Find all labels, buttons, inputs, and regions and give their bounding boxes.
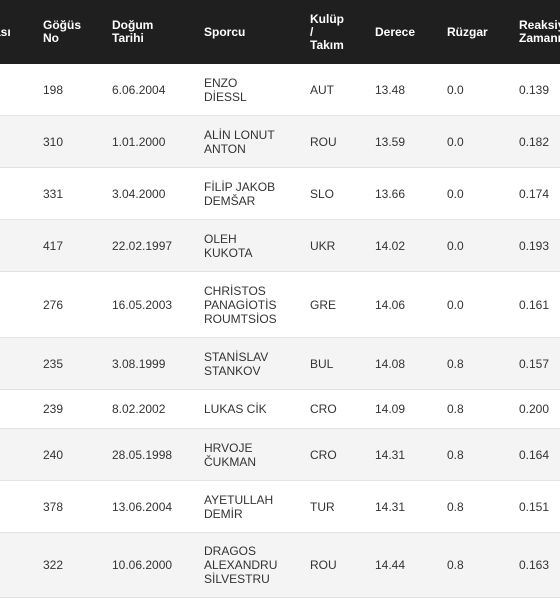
cell-mark: 14.31: [375, 499, 406, 514]
header-birth-date: Doğum Tarihi: [112, 18, 154, 45]
cell-reaction-time: 0.161: [519, 297, 550, 312]
cell-club: SLO: [310, 186, 335, 201]
cell-birth-date: 13.06.2004: [112, 499, 173, 514]
cell-bib: 322: [43, 558, 64, 572]
cell-wind: 0.8: [447, 558, 464, 572]
cell-athlete: ENZO DİESSL: [204, 75, 247, 104]
cell-birth-date: 3.04.2000: [112, 186, 166, 201]
cell-club: GRE: [310, 297, 337, 312]
header-wind: Rüzgar: [447, 24, 488, 39]
cell-reaction-time: 0.182: [519, 134, 550, 149]
cell-birth-date: 3.08.1999: [112, 356, 166, 371]
cell-birth-date: 6.06.2004: [112, 82, 166, 97]
header-reaction-time: Reaksiy Zamanı: [519, 18, 560, 45]
cell-bib: 331: [43, 186, 64, 201]
cell-birth-date: 8.02.2002: [112, 402, 166, 416]
cell-wind: 0.0: [447, 238, 464, 253]
cell-birth-date: 22.02.1997: [112, 238, 173, 253]
table-row: 331 3.04.2000 FİLİP JAKOB DEMŠAR SLO 13.…: [0, 168, 560, 220]
cell-bib: 235: [43, 356, 64, 371]
cell-birth-date: 1.01.2000: [112, 134, 166, 149]
cell-birth-date: 28.05.1998: [112, 447, 173, 462]
cell-wind: 0.8: [447, 447, 464, 462]
cell-bib: 276: [43, 297, 64, 312]
cell-athlete: HRVOJE ČUKMAN: [204, 440, 257, 469]
table-header: ası Göğüs No Doğum Tarihi Sporcu Kulüp /…: [0, 0, 560, 64]
cell-bib: 240: [43, 447, 64, 462]
table-row: 235 3.08.1999 STANİSLAV STANKOV BUL 14.0…: [0, 338, 560, 390]
cell-reaction-time: 0.157: [519, 356, 550, 371]
cell-wind: 0.8: [447, 402, 464, 416]
cell-athlete: LUKAS CİK: [204, 402, 267, 416]
cell-athlete: AYETULLAH DEMİR: [204, 492, 274, 521]
cell-bib: 239: [43, 402, 64, 416]
cell-bib: 198: [43, 82, 64, 97]
table-row: 198 6.06.2004 ENZO DİESSL AUT 13.48 0.0 …: [0, 64, 560, 116]
cell-wind: 0.0: [447, 82, 464, 97]
cell-club: TUR: [310, 499, 335, 514]
cell-mark: 13.48: [375, 82, 406, 97]
cell-reaction-time: 0.200: [519, 402, 550, 416]
header-mark: Derece: [375, 24, 416, 39]
cell-wind: 0.8: [447, 499, 464, 514]
cell-wind: 0.0: [447, 186, 464, 201]
cell-club: AUT: [310, 82, 334, 97]
cell-club: CRO: [310, 447, 337, 462]
header-rank: ası: [0, 24, 11, 39]
cell-wind: 0.8: [447, 356, 464, 371]
table-row: 322 10.06.2000 DRAGOS ALEXANDRU SİLVESTR…: [0, 533, 560, 598]
cell-mark: 14.06: [375, 297, 406, 312]
cell-club: ROU: [310, 558, 337, 572]
cell-bib: 417: [43, 238, 64, 253]
cell-reaction-time: 0.163: [519, 558, 550, 572]
cell-club: BUL: [310, 356, 334, 371]
cell-bib: 378: [43, 499, 64, 514]
table-row: 417 22.02.1997 OLEH KUKOTA UKR 14.02 0.0…: [0, 220, 560, 272]
table-row: 378 13.06.2004 AYETULLAH DEMİR TUR 14.31…: [0, 481, 560, 533]
cell-mark: 14.44: [375, 558, 406, 572]
cell-mark: 14.02: [375, 238, 406, 253]
cell-athlete: CHRİSTOS PANAGİOTİS ROUMTSİOS: [204, 283, 277, 326]
cell-wind: 0.0: [447, 297, 464, 312]
table-row: 310 1.01.2000 ALİN LONUT ANTON ROU 13.59…: [0, 116, 560, 168]
cell-wind: 0.0: [447, 134, 464, 149]
header-bib: Göğüs No: [43, 18, 81, 45]
cell-mark: 13.66: [375, 186, 406, 201]
cell-mark: 14.08: [375, 356, 406, 371]
cell-athlete: DRAGOS ALEXANDRU SİLVESTRU: [204, 544, 278, 586]
cell-mark: 14.31: [375, 447, 406, 462]
table-row: 240 28.05.1998 HRVOJE ČUKMAN CRO 14.31 0…: [0, 429, 560, 481]
cell-athlete: FİLİP JAKOB DEMŠAR: [204, 179, 276, 208]
cell-club: UKR: [310, 238, 336, 253]
cell-athlete: ALİN LONUT ANTON: [204, 127, 275, 156]
cell-reaction-time: 0.164: [519, 447, 550, 462]
cell-mark: 13.59: [375, 134, 406, 149]
cell-reaction-time: 0.139: [519, 82, 550, 97]
header-club: Kulüp / Takım: [310, 11, 344, 52]
table-row: 276 16.05.2003 CHRİSTOS PANAGİOTİS ROUMT…: [0, 272, 560, 338]
cell-mark: 14.09: [375, 402, 406, 416]
cell-birth-date: 10.06.2000: [112, 558, 173, 572]
cell-club: ROU: [310, 134, 337, 149]
header-athlete: Sporcu: [204, 24, 246, 39]
cell-athlete: OLEH KUKOTA: [204, 231, 253, 260]
cell-reaction-time: 0.151: [519, 499, 550, 514]
cell-athlete: STANİSLAV STANKOV: [204, 349, 269, 378]
cell-reaction-time: 0.193: [519, 238, 550, 253]
cell-bib: 310: [43, 134, 64, 149]
cell-club: CRO: [310, 402, 337, 416]
cell-birth-date: 16.05.2003: [112, 297, 173, 312]
table-row: 239 8.02.2002 LUKAS CİK CRO 14.09 0.8 0.…: [0, 390, 560, 429]
cell-reaction-time: 0.174: [519, 186, 550, 201]
